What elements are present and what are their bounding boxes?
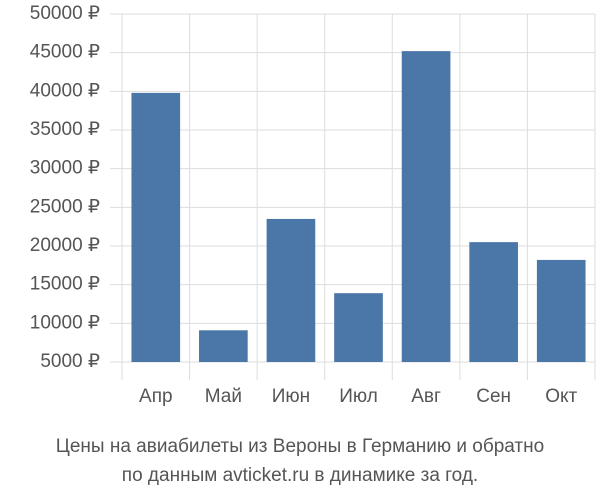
y-tick-label: 25000 ₽ (30, 196, 100, 217)
y-tick-label: 5000 ₽ (40, 351, 100, 372)
x-tick-label: Июн (272, 386, 310, 407)
x-tick-label: Июл (339, 386, 378, 407)
y-tick-label: 10000 ₽ (30, 312, 100, 333)
bar (536, 259, 586, 362)
x-tick-label: Авг (411, 386, 441, 407)
x-tick-label: Апр (139, 386, 173, 407)
bar (199, 330, 248, 362)
bar (334, 293, 383, 362)
y-tick-label: 45000 ₽ (30, 42, 100, 63)
y-tick-label: 15000 ₽ (30, 274, 100, 295)
bar (131, 92, 181, 362)
y-tick-label: 20000 ₽ (30, 235, 100, 256)
y-tick-label: 30000 ₽ (30, 158, 100, 179)
x-tick-label: Окт (545, 386, 577, 407)
y-tick-label: 35000 ₽ (30, 119, 100, 140)
bar (266, 218, 316, 362)
y-tick-label: 50000 ₽ (30, 3, 100, 24)
x-tick-label: Май (205, 386, 242, 407)
chart-subtitle: по данным avticket.ru в динамике за год. (122, 465, 478, 486)
bar (469, 242, 518, 362)
chart-title: Цены на авиабилеты из Вероны в Германию … (56, 436, 544, 457)
x-tick-label: Сен (476, 386, 511, 407)
y-tick-label: 40000 ₽ (30, 80, 100, 101)
bar (401, 51, 451, 363)
